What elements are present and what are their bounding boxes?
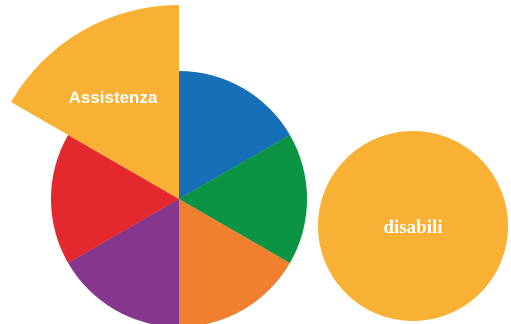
wheel-segment-green [179, 135, 308, 263]
circle-label-disabili: disabili [383, 217, 442, 238]
segment-label-assistenza: Assistenza [69, 88, 158, 107]
wheel-segment-purple [68, 199, 179, 324]
wheel-segment-red [50, 135, 179, 263]
wheel-segment-orange [179, 199, 290, 324]
wheel-segment-blue [179, 70, 290, 199]
disabili-circle [318, 131, 508, 321]
wheel-segment-yellow-exploded [11, 5, 179, 199]
